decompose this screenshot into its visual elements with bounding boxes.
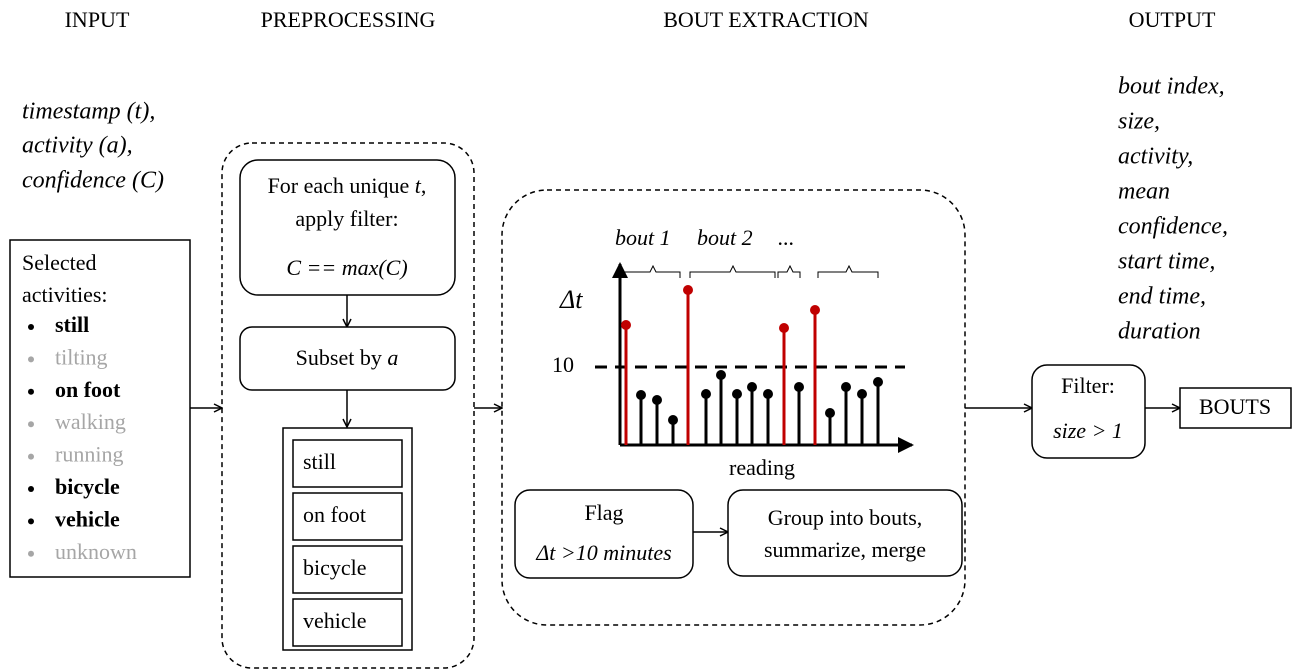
stem-head: [621, 320, 631, 330]
bout-label: ...: [778, 225, 795, 250]
flag-title: Flag: [584, 500, 623, 525]
filter-box: [1031, 364, 1146, 459]
group-box: [292, 545, 403, 594]
bullet: [28, 356, 34, 363]
result-box: [1179, 387, 1292, 429]
activity: tilting: [55, 344, 108, 369]
stage-box: [221, 142, 475, 669]
text: ,: [421, 173, 427, 198]
activity: walking: [55, 409, 126, 434]
output-field: size,: [1118, 109, 1160, 135]
group-label: still: [303, 449, 336, 474]
stem-head: [810, 305, 820, 315]
stem-head: [668, 415, 678, 425]
stem-head: [873, 377, 883, 387]
bullet: [28, 550, 34, 557]
box-title: activities:: [22, 282, 108, 307]
input-field: activity (a),: [22, 133, 133, 159]
text: For each unique: [268, 173, 415, 198]
stem-head: [683, 285, 693, 295]
group-text: Group into bouts,: [768, 505, 923, 530]
group-box: [292, 492, 403, 541]
group-box: [727, 489, 963, 577]
stem-head: [636, 390, 646, 400]
stem-head: [747, 382, 757, 392]
stem-head: [857, 389, 867, 399]
subset-text: Subset by a: [296, 345, 399, 370]
stem-head: [716, 370, 726, 380]
group-label: on foot: [303, 502, 366, 527]
output-field: activity,: [1118, 144, 1193, 170]
output-field: mean: [1118, 179, 1170, 205]
activity: vehicle: [55, 506, 120, 531]
input-field: timestamp (t),: [22, 99, 155, 125]
header: INPUT: [65, 7, 130, 32]
stem-head: [794, 382, 804, 392]
stem-head: [779, 323, 789, 333]
header: PREPROCESSING: [261, 7, 436, 32]
stem-head: [732, 389, 742, 399]
group-label: bicycle: [303, 555, 367, 580]
header: OUTPUT: [1129, 7, 1216, 32]
group-box: [292, 598, 403, 647]
output-field: end time,: [1118, 284, 1206, 310]
bullet: [28, 388, 34, 395]
threshold-label: 10: [552, 352, 574, 377]
flag-condition: Δt >10 minutes: [535, 540, 671, 565]
activity: still: [55, 312, 89, 337]
bullet: [28, 486, 34, 492]
text: Subset by: [296, 345, 388, 370]
box-title: Selected: [22, 250, 97, 275]
filter-text: For each unique t,: [268, 173, 427, 198]
activity: unknown: [55, 539, 137, 564]
output-field: start time,: [1118, 249, 1215, 275]
x-label: reading: [729, 455, 795, 480]
variable: a: [387, 345, 398, 370]
filter-condition: C == max(C): [286, 255, 407, 280]
output-field: duration: [1118, 319, 1201, 345]
output-field: bout index,: [1118, 74, 1225, 100]
filter-text: apply filter:: [295, 206, 398, 231]
input-field: confidence (C): [22, 168, 164, 194]
flag-box: [514, 489, 694, 579]
filter-title: Filter:: [1061, 373, 1115, 398]
bullet: [28, 421, 34, 428]
filter-condition: size > 1: [1053, 418, 1123, 443]
bullet: [28, 453, 34, 460]
activity: running: [55, 442, 123, 467]
bout-label: bout 2: [697, 225, 753, 250]
stem-head: [825, 408, 835, 418]
braces: [623, 264, 879, 278]
output-field: confidence,: [1118, 214, 1228, 240]
input-box: [9, 239, 191, 578]
activity: bicycle: [55, 474, 120, 499]
activity: on foot: [55, 377, 121, 402]
stem-head: [701, 389, 711, 399]
y-label: Δt: [559, 285, 583, 314]
bullet: [28, 324, 34, 330]
variable: t: [415, 173, 422, 198]
group-box: [292, 439, 403, 488]
stem-head: [763, 389, 773, 399]
header: BOUT EXTRACTION: [663, 7, 869, 32]
stem-head: [652, 395, 662, 405]
group-text: summarize, merge: [764, 537, 926, 562]
group-label: vehicle: [303, 608, 367, 633]
result: BOUTS: [1199, 394, 1271, 419]
bullet: [28, 518, 34, 525]
stem-head: [841, 382, 851, 392]
bout-label: bout 1: [615, 225, 671, 250]
